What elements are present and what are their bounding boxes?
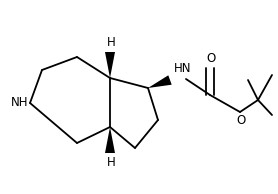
Text: H: H	[107, 156, 115, 169]
Polygon shape	[105, 127, 115, 153]
Text: O: O	[236, 114, 246, 127]
Polygon shape	[105, 52, 115, 78]
Text: O: O	[206, 52, 216, 65]
Text: HN: HN	[174, 62, 192, 75]
Polygon shape	[148, 75, 172, 88]
Text: H: H	[107, 36, 115, 49]
Text: NH: NH	[11, 96, 28, 109]
